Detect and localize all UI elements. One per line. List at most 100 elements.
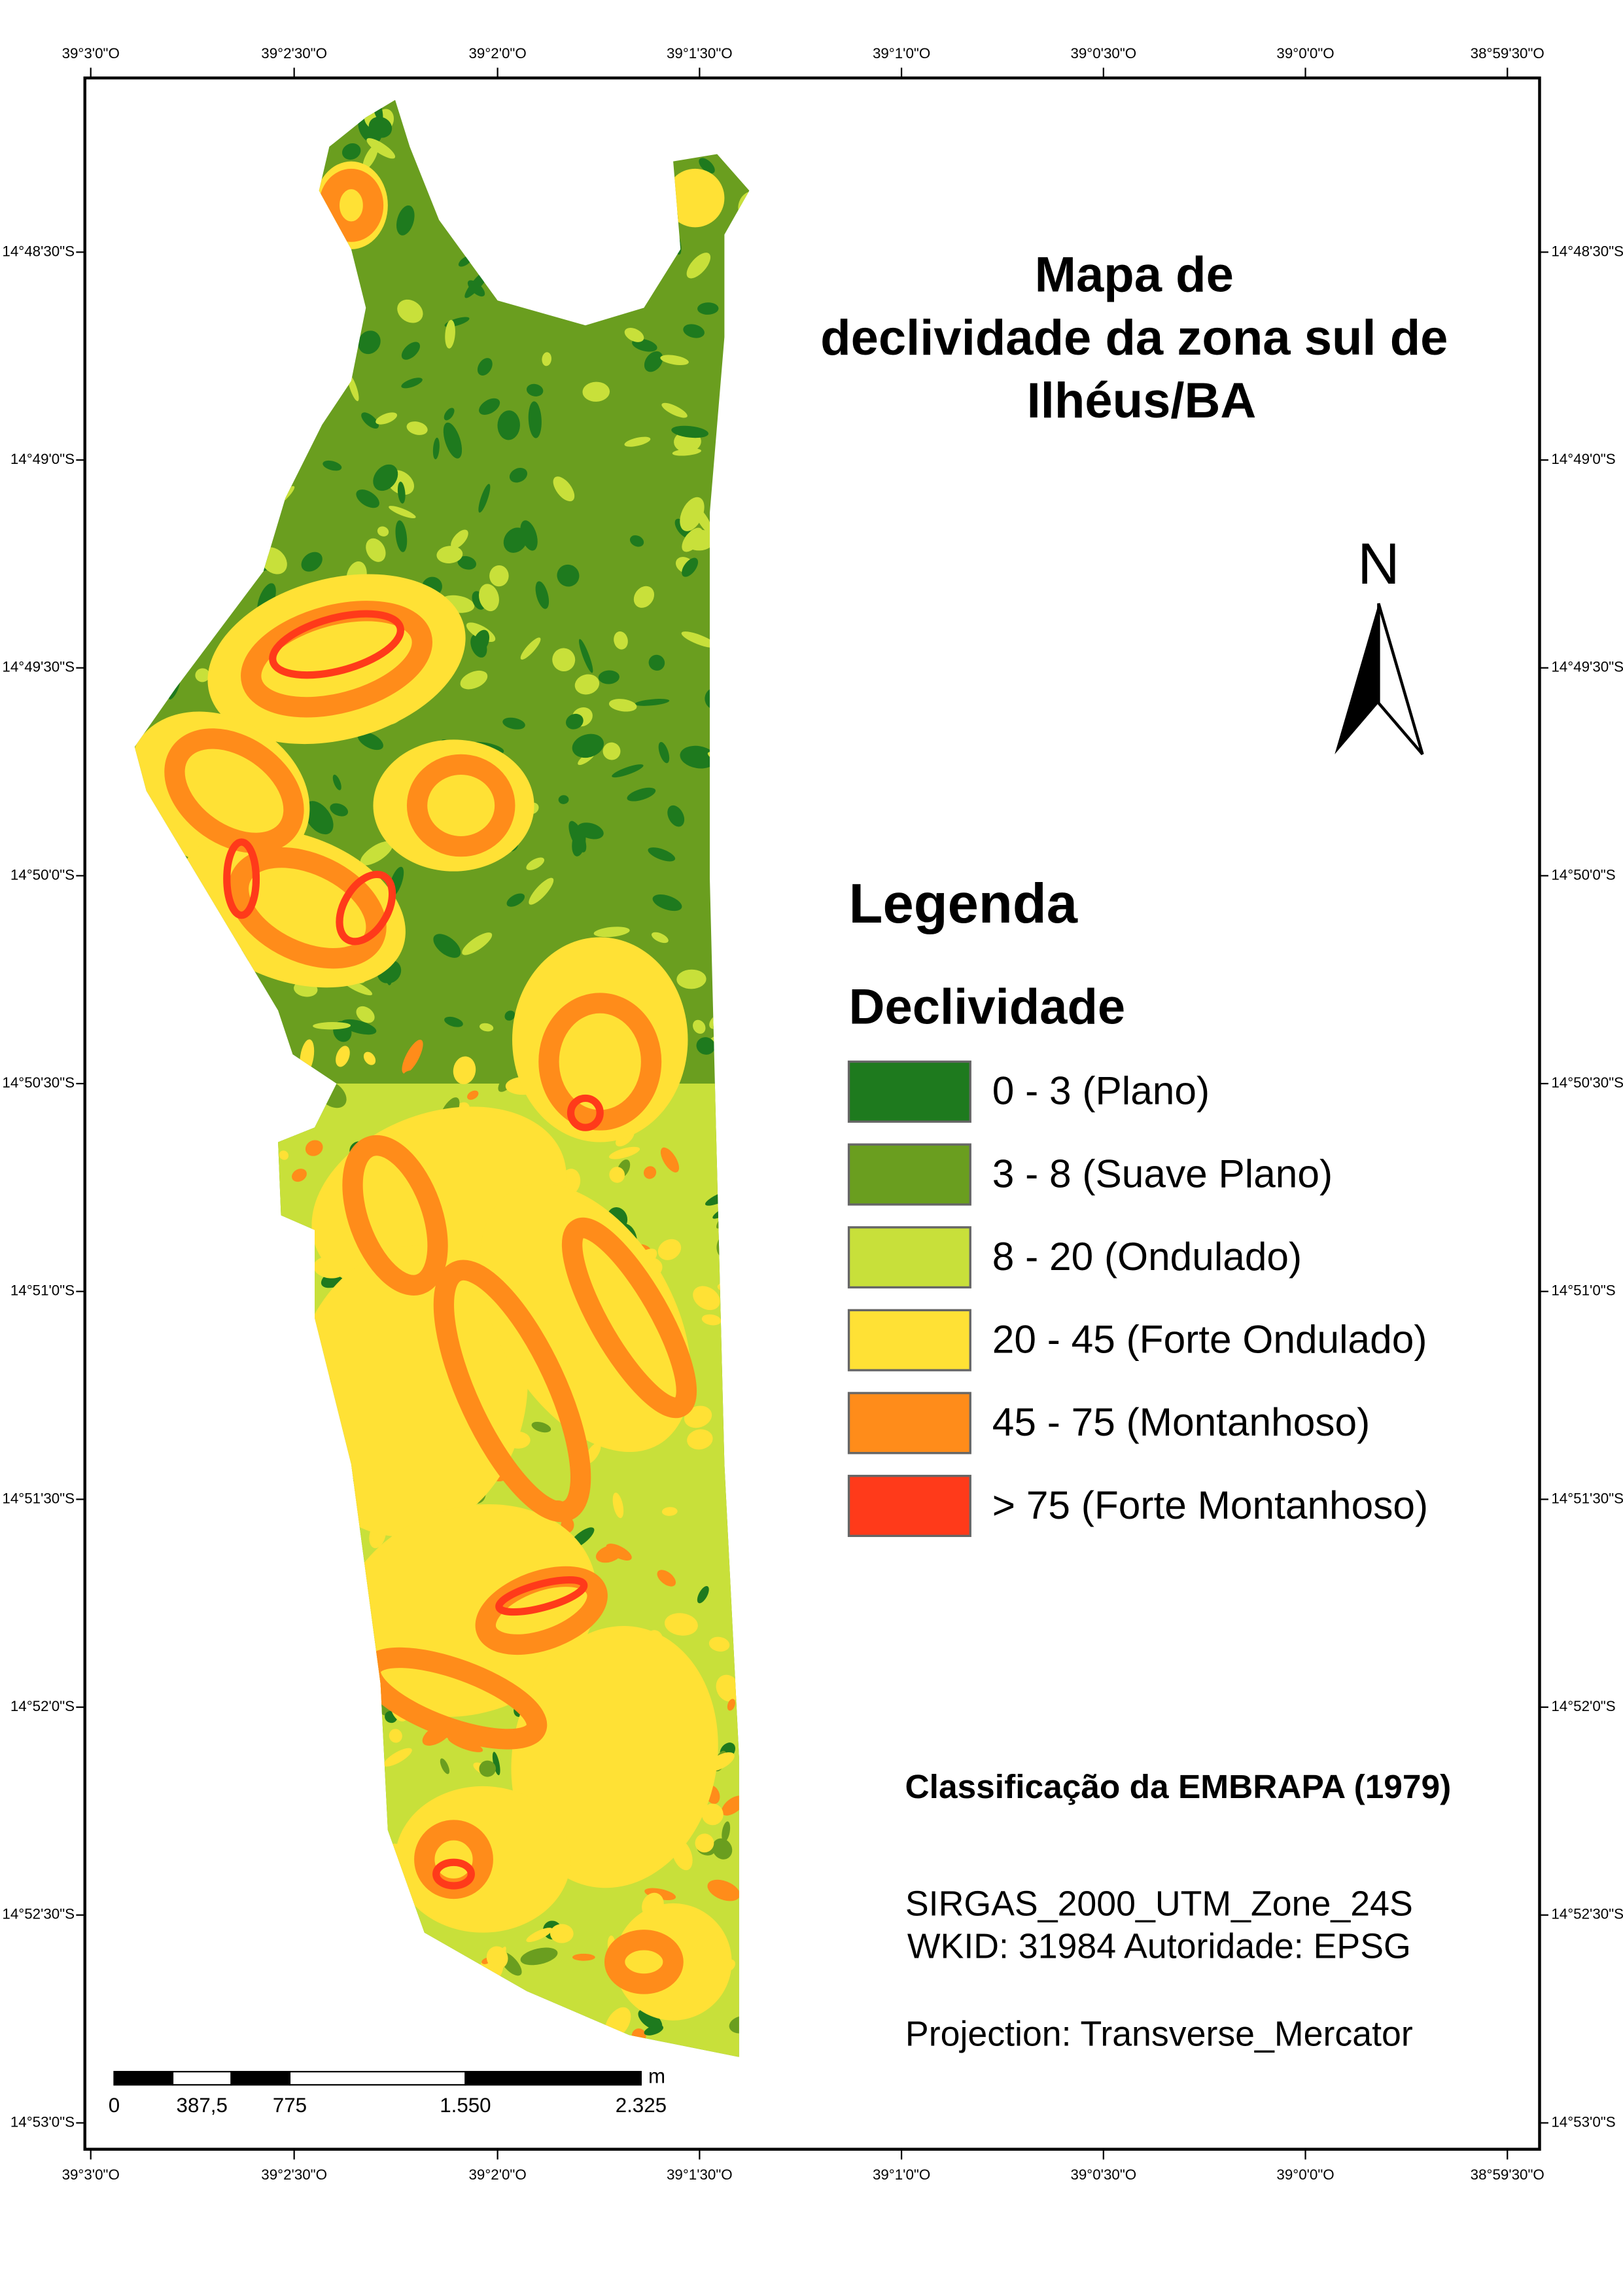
- raster-zone: [567, 1094, 604, 1131]
- right-coordinate: 14°53'0"S: [1551, 2113, 1615, 2130]
- raster-zone: [269, 610, 404, 679]
- raster-patch: [444, 1016, 463, 1027]
- raster-patch: [661, 402, 688, 418]
- scale-segment: [113, 2071, 174, 2086]
- left-coordinate: 14°50'30"S: [2, 1074, 75, 1091]
- raster-zone: [319, 168, 384, 242]
- bottom-coordinate: 39°1'30"O: [667, 2166, 733, 2183]
- raster-zone: [433, 1260, 591, 1523]
- raster-zone: [495, 1576, 588, 1616]
- right-coordinate: 14°50'0"S: [1551, 866, 1615, 883]
- raster-patch: [595, 1545, 623, 1563]
- raster-patch: [633, 586, 655, 608]
- top-coordinate: 38°59'30"O: [1471, 45, 1544, 62]
- raster-patch: [701, 1803, 724, 1826]
- coordinate-labels: 39°3'0"O 39°2'30"O 39°2'0"O 39°1'30"O 39°1'0…: [2, 45, 1623, 2183]
- raster-patch: [330, 803, 349, 817]
- legend-label: 20 - 45 (Forte Ondulado): [992, 1317, 1427, 1362]
- raster-patch: [572, 828, 586, 857]
- bottom-coordinate: 39°0'30"O: [1070, 2166, 1136, 2183]
- raster-patch: [535, 581, 550, 609]
- raster-patch: [644, 351, 663, 372]
- raster-patch: [681, 631, 717, 648]
- raster-patch: [708, 1636, 730, 1652]
- raster-patch: [292, 1169, 307, 1182]
- raster-patch: [550, 1924, 574, 1943]
- raster-patch: [682, 557, 699, 577]
- legend-label: 0 - 3 (Plano): [992, 1069, 1210, 1113]
- raster-patch: [478, 484, 491, 513]
- legend-swatch: [847, 1143, 971, 1206]
- raster-patch: [362, 145, 378, 169]
- north-arrow: [1335, 603, 1379, 754]
- raster-zone: [511, 1626, 718, 1888]
- legend-title: Legenda: [849, 873, 1078, 935]
- bottom-coordinate: 39°3'0"O: [62, 2166, 120, 2183]
- right-coordinate: 14°51'30"S: [1551, 1490, 1623, 1506]
- raster-patch: [660, 355, 689, 366]
- raster-patch: [638, 2009, 663, 2030]
- raster-patch: [462, 932, 493, 955]
- raster-patch: [479, 584, 499, 612]
- raster-patch: [602, 742, 621, 760]
- raster-patch: [664, 1613, 698, 1636]
- raster-patch: [313, 1021, 351, 1030]
- raster-patch: [509, 468, 528, 483]
- raster-patch: [608, 699, 637, 712]
- raster-patch: [553, 476, 575, 502]
- raster-patch: [629, 535, 644, 547]
- left-coordinate: 14°52'0"S: [10, 1698, 75, 1714]
- raster-zone: [665, 168, 725, 228]
- raster-patch: [497, 410, 520, 440]
- raster-patch: [341, 143, 361, 160]
- raster-patch: [389, 1729, 402, 1743]
- raster-patch: [341, 1019, 377, 1035]
- left-coordinate: 14°49'30"S: [2, 659, 75, 675]
- raster-patch: [526, 857, 545, 870]
- raster-patch: [648, 847, 676, 862]
- raster-patch: [358, 330, 381, 355]
- raster-patch: [612, 1492, 624, 1519]
- scale-labels: 0 387,5 775 1.550 2.325: [109, 2094, 667, 2117]
- raster-zone: [561, 1217, 697, 1419]
- raster-patch: [661, 1507, 678, 1516]
- scale-label: 2.325: [616, 2094, 667, 2117]
- raster-patch: [356, 1006, 375, 1023]
- raster-zone: [342, 1135, 448, 1296]
- legend-swatch: [847, 1309, 971, 1371]
- raster-patch: [627, 787, 656, 802]
- raster-zone: [223, 838, 260, 919]
- raster-patch: [479, 1023, 494, 1032]
- raster-patch: [542, 352, 551, 366]
- projection-text: WKID: 31984 Autoridade: EPSG: [907, 1926, 1411, 1966]
- left-coordinate: 14°51'30"S: [2, 1490, 75, 1506]
- raster-patch: [687, 1429, 713, 1450]
- raster-patch: [195, 668, 210, 682]
- scale-bar: [113, 2071, 642, 2086]
- raster-patch: [643, 1166, 657, 1179]
- raster-patch: [453, 1056, 476, 1085]
- raster-patch: [707, 1879, 741, 1901]
- raster-patch: [486, 1946, 508, 1969]
- raster-patch: [323, 460, 342, 471]
- raster-patch: [356, 489, 379, 508]
- raster-patch: [598, 670, 620, 684]
- raster-patch: [680, 745, 716, 769]
- right-coordinate: 14°48'30"S: [1551, 243, 1623, 259]
- legend-label: 45 - 75 (Montanhoso): [992, 1400, 1370, 1444]
- raster-patch: [658, 741, 670, 764]
- projection-text: Projection: Transverse_Mercator: [905, 2015, 1413, 2054]
- right-coordinate: 14°50'30"S: [1551, 1074, 1623, 1091]
- raster-patch: [479, 1760, 496, 1777]
- raster-patch: [693, 1019, 706, 1034]
- raster-patch: [574, 674, 600, 695]
- raster-patch: [721, 1795, 745, 1816]
- raster-patch: [528, 401, 542, 438]
- left-coordinate: 14°52'30"S: [2, 1906, 75, 1922]
- raster-patch: [565, 713, 584, 730]
- legend-swatch: [847, 1060, 971, 1123]
- raster-zone: [604, 1930, 684, 1994]
- raster-patch: [651, 932, 669, 944]
- title-line: Ilhéus/BA: [1027, 373, 1257, 429]
- right-coordinate: 14°49'0"S: [1551, 451, 1615, 467]
